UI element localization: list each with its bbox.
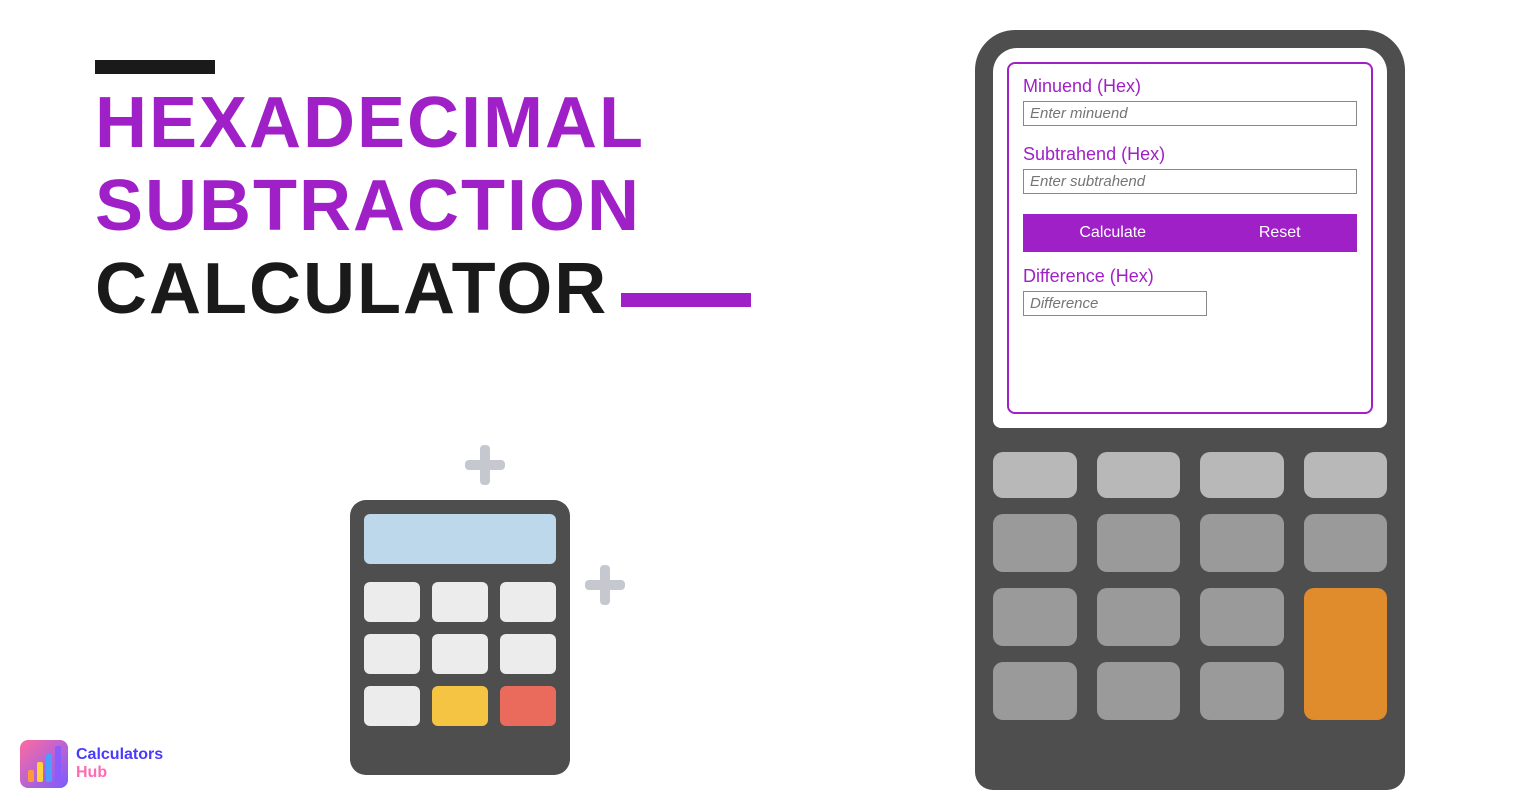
minuend-label: Minuend (Hex) [1023, 76, 1357, 97]
difference-label: Difference (Hex) [1023, 266, 1357, 287]
title-block: HEXADECIMAL SUBTRACTION CALCULATOR [95, 60, 751, 330]
logo-line1: Calculators [76, 746, 163, 764]
keypad-key [1304, 514, 1388, 572]
plus-icon [585, 565, 625, 605]
logo-bar [37, 762, 43, 782]
logo-icon [20, 740, 68, 788]
subtrahend-label: Subtrahend (Hex) [1023, 144, 1357, 165]
calc-key [432, 634, 488, 674]
calc-key [432, 582, 488, 622]
keypad-key [1200, 452, 1284, 498]
calc-key [364, 582, 420, 622]
keypad-key [1097, 452, 1181, 498]
reset-button[interactable]: Reset [1259, 224, 1301, 242]
subtrahend-input[interactable] [1023, 169, 1357, 194]
calculate-button[interactable]: Calculate [1079, 224, 1146, 242]
keypad-key [1200, 588, 1284, 646]
logo: Calculators Hub [20, 740, 163, 788]
keypad-key [1097, 514, 1181, 572]
calculator-keys [364, 582, 556, 726]
title-line-3-row: CALCULATOR [95, 248, 751, 331]
calc-key-red [500, 686, 556, 726]
title-line-2: SUBTRACTION [95, 165, 751, 248]
button-row: Calculate Reset [1023, 214, 1357, 252]
calculator-body [350, 500, 570, 775]
calc-key [500, 582, 556, 622]
keypad-key-orange [1304, 588, 1388, 720]
big-calculator-screen: Minuend (Hex) Subtrahend (Hex) Calculate… [993, 48, 1387, 428]
title-line-1: HEXADECIMAL [95, 82, 751, 165]
logo-line2: Hub [76, 764, 163, 782]
small-calculator-illustration [350, 500, 570, 775]
logo-bar [46, 754, 52, 782]
keypad-key [993, 662, 1077, 720]
logo-bar [55, 746, 61, 782]
logo-bar [28, 770, 34, 782]
keypad-key [1097, 588, 1181, 646]
minuend-input[interactable] [1023, 101, 1357, 126]
calc-key [364, 634, 420, 674]
difference-output [1023, 291, 1207, 316]
decorative-bar-top [95, 60, 215, 74]
keypad-key [993, 514, 1077, 572]
title-line-3: CALCULATOR [95, 249, 608, 329]
big-calculator-device: Minuend (Hex) Subtrahend (Hex) Calculate… [975, 30, 1405, 790]
calc-key [500, 634, 556, 674]
big-calculator-keypad [993, 452, 1387, 720]
keypad-key [1304, 452, 1388, 498]
keypad-key [993, 588, 1077, 646]
calc-key-yellow [432, 686, 488, 726]
calc-key [364, 686, 420, 726]
plus-icon [465, 445, 505, 485]
calculator-screen [364, 514, 556, 564]
keypad-key [993, 452, 1077, 498]
decorative-bar-bottom [621, 293, 751, 307]
keypad-key [1200, 514, 1284, 572]
logo-text: Calculators Hub [76, 746, 163, 781]
keypad-key [1097, 662, 1181, 720]
form-panel: Minuend (Hex) Subtrahend (Hex) Calculate… [1007, 62, 1373, 414]
keypad-key [1200, 662, 1284, 720]
